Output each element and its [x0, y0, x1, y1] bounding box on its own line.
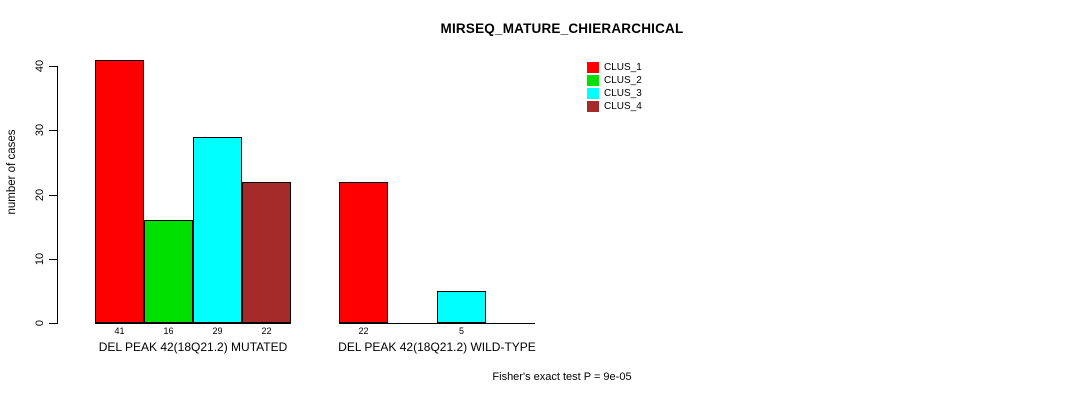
y-tick-mark	[49, 195, 57, 196]
bar-clus_1-group2	[339, 182, 388, 323]
legend-label: CLUS_2	[604, 75, 642, 86]
chart-title: MIRSEQ_MATURE_CHIERARCHICAL	[440, 21, 684, 36]
legend-item-clus_3: CLUS_3	[587, 87, 642, 100]
y-tick-label: 10	[34, 252, 46, 266]
group-label: DEL PEAK 42(18Q21.2) WILD-TYPE	[338, 340, 536, 354]
legend-item-clus_1: CLUS_1	[587, 61, 642, 74]
legend-item-clus_2: CLUS_2	[587, 74, 642, 87]
y-tick-label: 40	[34, 59, 46, 73]
y-tick-mark	[49, 130, 57, 131]
y-axis-line	[57, 66, 58, 324]
bar-clus_3-group2	[437, 291, 486, 323]
fisher-test-annotation: Fisher's exact test P = 9e-05	[492, 371, 632, 383]
bar-value-label: 16	[163, 326, 174, 336]
bar-value-label: 5	[458, 326, 464, 336]
bar-value-label: 41	[114, 326, 125, 336]
y-tick-mark	[49, 323, 57, 324]
legend-swatch-clus_2	[587, 75, 599, 86]
legend-label: CLUS_1	[604, 62, 642, 73]
y-tick-mark	[49, 259, 57, 260]
bar-clus_1-group1	[95, 60, 144, 323]
legend-swatch-clus_3	[587, 88, 599, 99]
legend-swatch-clus_1	[587, 62, 599, 73]
y-tick-label: 0	[34, 319, 46, 327]
legend-label: CLUS_3	[604, 88, 642, 99]
group-label: DEL PEAK 42(18Q21.2) MUTATED	[98, 340, 288, 354]
legend-label: CLUS_4	[604, 101, 642, 112]
y-tick-label: 30	[34, 123, 46, 137]
bar-value-label: 22	[358, 326, 369, 336]
y-axis-label: number of cases	[6, 129, 18, 215]
legend-swatch-clus_4	[587, 101, 599, 112]
bar-value-label: 29	[212, 326, 223, 336]
y-tick-mark	[49, 66, 57, 67]
y-tick-label: 20	[34, 188, 46, 202]
bar-clus_2-group1	[144, 220, 193, 323]
bar-clus_3-group1	[193, 137, 242, 323]
bar-clus_4-group1	[242, 182, 291, 323]
x-axis-baseline	[95, 323, 291, 324]
legend: CLUS_1 CLUS_2 CLUS_3 CLUS_4	[587, 61, 642, 113]
x-axis-baseline	[339, 323, 535, 324]
bar-value-label: 22	[261, 326, 272, 336]
legend-item-clus_4: CLUS_4	[587, 100, 642, 113]
